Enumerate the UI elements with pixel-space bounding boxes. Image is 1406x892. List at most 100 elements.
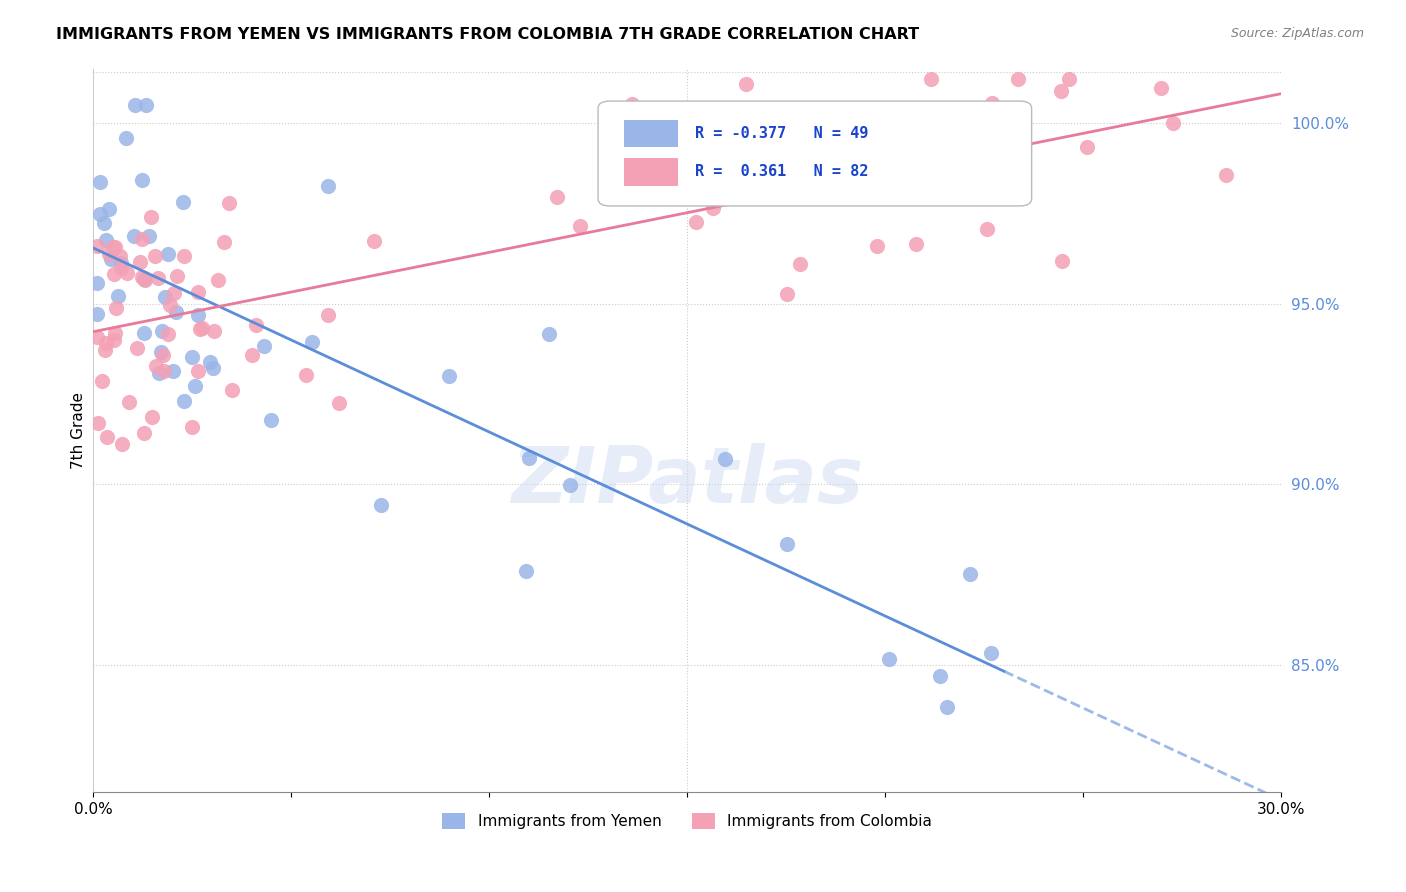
Point [148,366,170,380]
Point [111,437,134,451]
Point [938,165,960,179]
Point [107,288,129,302]
Point [134,326,156,341]
Point [905,236,928,251]
Point [437,368,460,383]
Point [240,348,263,362]
Point [124,97,146,112]
Point [163,285,186,300]
Point [187,364,209,378]
Point [936,700,959,714]
Text: ZIPatlas: ZIPatlas [510,443,863,519]
Point [103,333,125,347]
Point [153,363,176,377]
Point [96,233,118,247]
Point [191,321,214,335]
Point [110,260,132,275]
FancyBboxPatch shape [624,158,678,186]
Point [173,249,195,263]
Point [789,257,811,271]
Point [165,305,187,319]
Text: R = -0.377   N = 49: R = -0.377 N = 49 [696,126,869,141]
Point [145,359,167,373]
Y-axis label: 7th Grade: 7th Grade [72,392,86,468]
Point [621,97,644,112]
Point [134,425,156,440]
Point [657,187,679,202]
Point [150,324,173,338]
Point [157,326,180,341]
Point [882,174,904,188]
Point [188,321,211,335]
Point [172,194,194,209]
Point [187,308,209,322]
Point [515,565,537,579]
Point [141,210,163,224]
Point [87,417,110,431]
Point [101,240,124,254]
Point [301,334,323,349]
Point [141,410,163,425]
Point [569,219,592,233]
Point [831,155,853,169]
Point [187,285,209,299]
Point [537,326,560,341]
Point [115,130,138,145]
Point [181,420,204,434]
Point [218,195,240,210]
Point [97,202,120,216]
Text: Source: ZipAtlas.com: Source: ZipAtlas.com [1230,27,1364,40]
Point [184,378,207,392]
Point [253,339,276,353]
Point [131,232,153,246]
Point [929,669,952,683]
Point [146,270,169,285]
FancyBboxPatch shape [598,101,1032,206]
Point [1076,140,1098,154]
Point [180,350,202,364]
Point [153,290,176,304]
Point [93,216,115,230]
Point [932,111,955,125]
Point [173,394,195,409]
Point [152,348,174,362]
Point [118,395,141,409]
Point [1059,72,1081,87]
Point [86,329,108,343]
Point [201,361,224,376]
Point [122,229,145,244]
Point [1215,168,1237,182]
Point [135,97,157,112]
Point [959,566,981,581]
Point [138,229,160,244]
Point [517,450,540,465]
Point [127,341,149,355]
Point [91,374,114,388]
Point [295,368,318,382]
Point [89,175,111,189]
Point [877,652,900,666]
Legend: Immigrants from Yemen, Immigrants from Colombia: Immigrants from Yemen, Immigrants from C… [436,806,938,835]
Point [221,383,243,397]
Point [129,255,152,269]
Point [866,238,889,252]
Point [86,307,108,321]
Point [328,396,350,410]
Point [166,269,188,284]
Point [1050,254,1073,268]
Point [115,267,138,281]
Point [94,336,117,351]
Point [969,130,991,145]
Point [363,234,385,248]
Point [894,150,917,164]
Point [207,273,229,287]
Point [980,646,1002,660]
Point [198,355,221,369]
Point [104,326,127,340]
Point [981,95,1004,110]
Point [108,249,131,263]
Point [260,413,283,427]
Point [162,364,184,378]
Point [134,271,156,285]
Point [685,214,707,228]
